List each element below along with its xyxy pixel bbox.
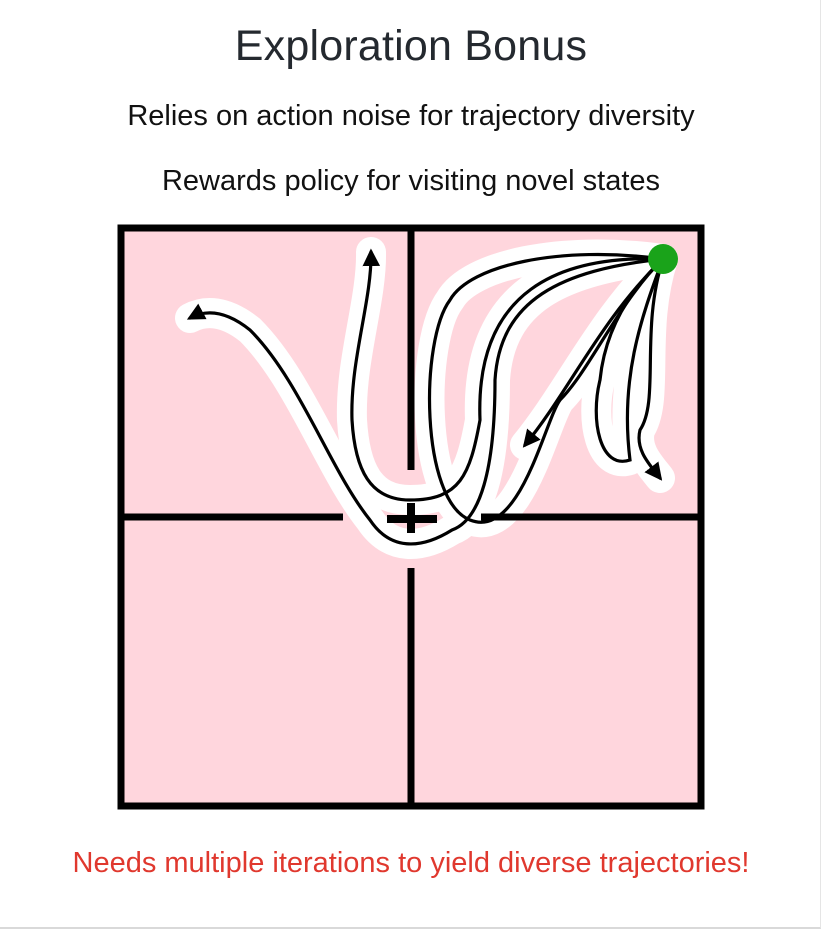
trajectory-down-right xyxy=(637,257,665,481)
goal-dot-icon xyxy=(648,244,678,274)
maze-walls xyxy=(117,224,705,810)
subtitle-action-noise: Relies on action noise for trajectory di… xyxy=(127,100,695,132)
warning-note: Needs multiple iterations to yield diver… xyxy=(72,847,750,879)
trajectory-far-left xyxy=(186,257,665,546)
trajectory-loop-wide xyxy=(427,252,665,524)
trajectories xyxy=(186,248,665,546)
page-title: Exploration Bonus xyxy=(234,22,588,70)
trajectory-up-left-room xyxy=(350,248,665,502)
plus-icon xyxy=(387,503,437,533)
subtitle-novel-states: Rewards policy for visiting novel states xyxy=(161,165,661,197)
